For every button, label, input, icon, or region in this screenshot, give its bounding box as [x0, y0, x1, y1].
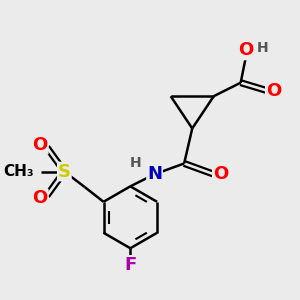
Text: CH₃: CH₃: [3, 164, 33, 179]
Text: S: S: [58, 163, 71, 181]
Text: F: F: [124, 256, 136, 274]
Text: O: O: [32, 190, 48, 208]
Text: H: H: [130, 157, 142, 170]
Text: O: O: [266, 82, 281, 100]
Text: N: N: [147, 165, 162, 183]
Text: O: O: [213, 165, 228, 183]
Text: O: O: [32, 136, 48, 154]
Text: O: O: [238, 41, 254, 59]
Text: H: H: [256, 41, 268, 55]
